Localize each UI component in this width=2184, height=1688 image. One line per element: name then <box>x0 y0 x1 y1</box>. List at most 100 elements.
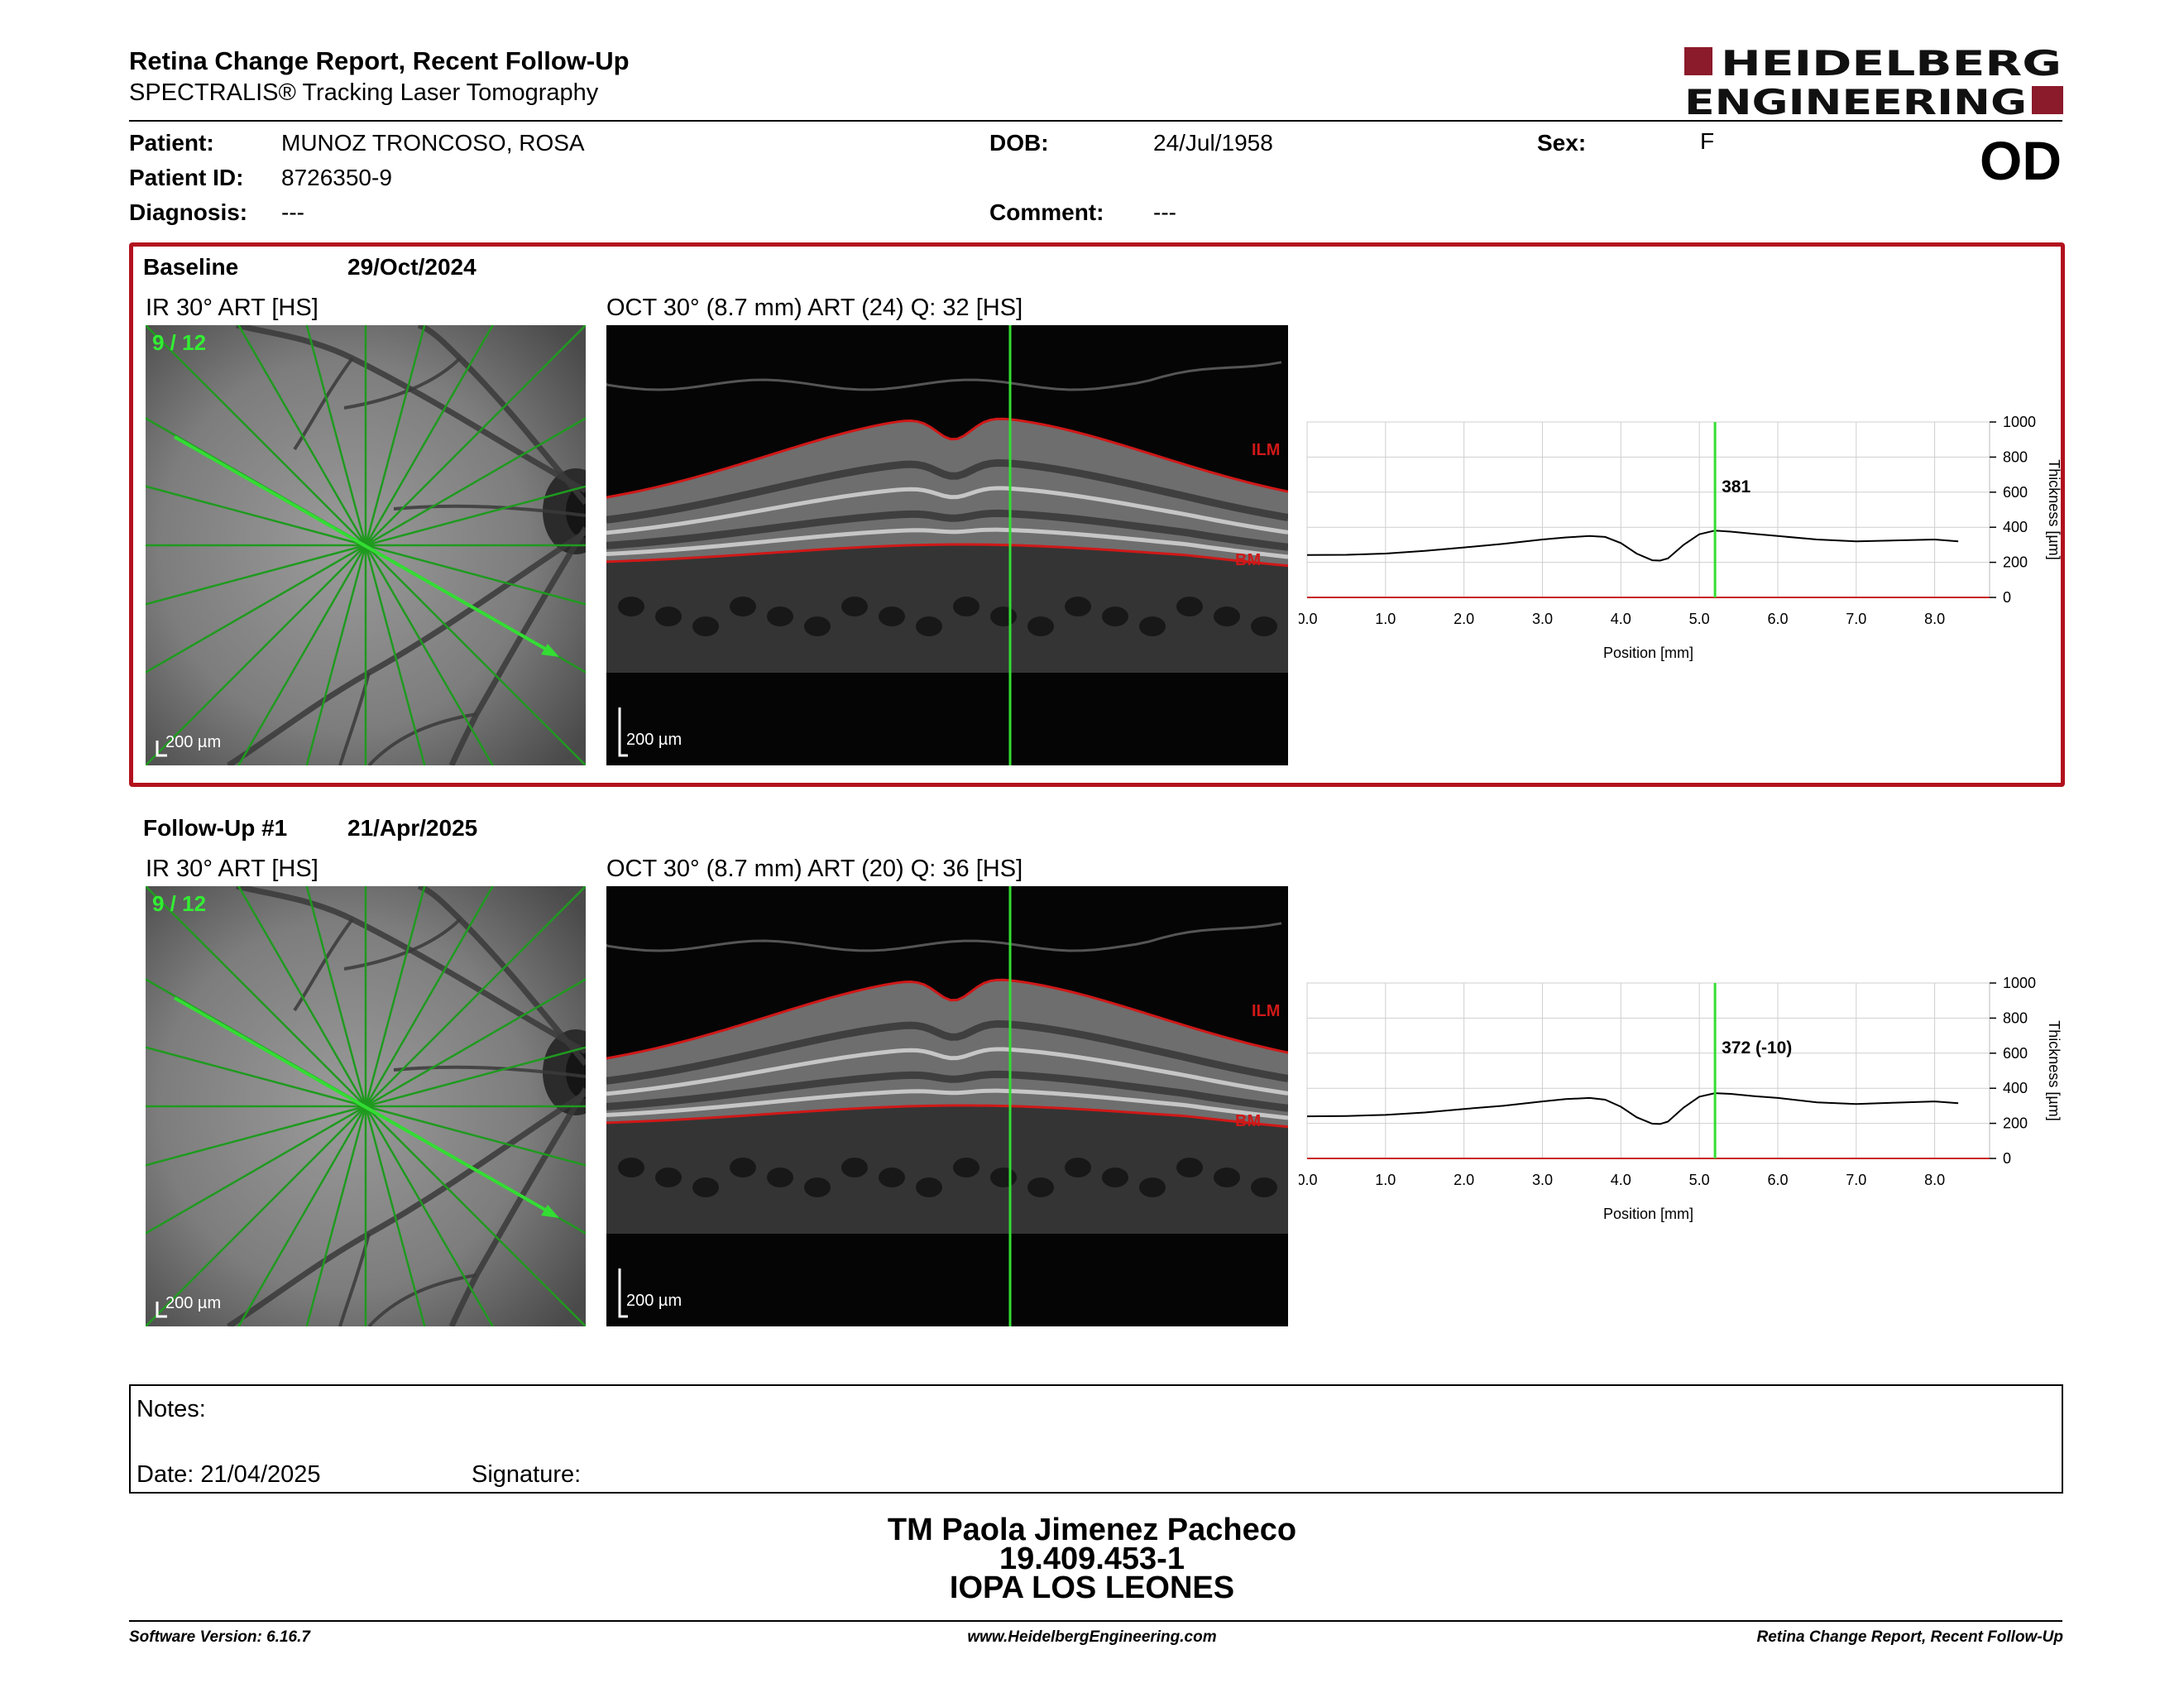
notes-date: Date: 21/04/2025 <box>136 1461 321 1488</box>
diagnosis-value: --- <box>281 199 304 225</box>
sex-label: Sex: <box>1537 130 1587 156</box>
baseline-ir-label: IR 30° ART [HS] <box>146 295 318 321</box>
dob-value: 24/Jul/1958 <box>1153 130 1273 156</box>
bm-line <box>606 543 1288 568</box>
scan-arrow-head <box>541 644 559 657</box>
y-tick-label: 0 <box>2003 1150 2011 1167</box>
baseline-section-frame <box>129 242 2065 787</box>
signatory-name: TM Paola Jimenez Pacheco <box>887 1513 1297 1547</box>
x-tick-label: 5.0 <box>1689 611 1710 627</box>
scale-bar <box>618 707 628 757</box>
choroidal-vessel <box>655 607 682 626</box>
choroidal-vessel <box>990 607 1017 626</box>
baseline-oct-image[interactable]: ILM BM 200 µm <box>606 325 1288 765</box>
selected-scan-line <box>174 435 552 654</box>
retinal-vessel <box>367 712 477 765</box>
y-axis-label: Thickness [µm] <box>2046 459 2062 559</box>
choroidal-vessel <box>879 1168 905 1187</box>
followup-oct-label: OCT 30° (8.7 mm) ART (20) Q: 36 [HS] <box>606 856 1023 882</box>
y-tick-label: 400 <box>2003 519 2028 535</box>
patient-id-label: Patient ID: <box>129 165 244 190</box>
logo-line1: HEIDELBERG <box>1721 45 2062 84</box>
x-axis-label: Position [mm] <box>1603 645 1693 661</box>
retinal-layer-band <box>606 486 1288 535</box>
y-tick-label: 400 <box>2003 1080 2028 1096</box>
dob-label: DOB: <box>989 130 1049 156</box>
baseline-date: 29/Oct/2024 <box>347 254 477 280</box>
heidelberg-logo: HEIDELBERG ENGINEERING <box>1684 43 2063 122</box>
choroidal-vessel <box>841 1158 868 1177</box>
x-tick-label: 2.0 <box>1454 1172 1474 1188</box>
choroidal-vessel <box>1102 1168 1128 1187</box>
diagnosis-label: Diagnosis: <box>129 199 248 225</box>
notes-box[interactable]: Notes: Date: 21/04/2025 Signature: <box>129 1384 2063 1494</box>
retinal-layer-band <box>606 1020 1288 1085</box>
retinal-vessel <box>227 1091 586 1326</box>
sex-value: F <box>1700 128 1715 154</box>
scan-index: 9 / 12 <box>152 891 206 916</box>
followup-ir-image[interactable]: 9 / 12 200 µm <box>146 886 586 1326</box>
retinal-layer-band <box>606 459 1288 524</box>
choroidal-vessel <box>730 1158 756 1177</box>
retinal-layer-band <box>606 1047 1288 1096</box>
ilm-line <box>606 417 1288 499</box>
notes-label: Notes: <box>136 1396 206 1422</box>
scale-bar <box>618 1268 628 1318</box>
y-tick-label: 1000 <box>2003 414 2036 430</box>
website-link[interactable]: www.HeidelbergEngineering.com <box>967 1628 1217 1646</box>
choroidal-vessel <box>841 597 868 616</box>
x-tick-label: 6.0 <box>1767 1172 1788 1188</box>
x-tick-label: 4.0 <box>1611 1172 1631 1188</box>
plot-area <box>1306 421 1990 598</box>
comment-label: Comment: <box>989 199 1104 225</box>
choroidal-vessel <box>953 597 979 616</box>
report-title: Retina Change Report, Recent Follow-Up <box>129 46 630 75</box>
retinal-vessel <box>417 325 586 506</box>
choroidal-vessel <box>1065 597 1091 616</box>
x-tick-label: 2.0 <box>1454 611 1474 627</box>
scale-label: 200 µm <box>626 731 682 749</box>
vitreous-membrane <box>606 361 1282 391</box>
selected-scan-line <box>174 996 552 1215</box>
choroidal-vessel <box>916 616 942 636</box>
choroidal-vessel <box>1176 597 1203 616</box>
marker-value: 372 (-10) <box>1722 1038 1792 1057</box>
x-tick-label: 4.0 <box>1611 611 1631 627</box>
choroidal-vessel <box>916 1177 942 1197</box>
scan-arrow-head <box>541 1205 559 1218</box>
y-tick-label: 1000 <box>2003 975 2036 991</box>
choroidal-vessel <box>1102 607 1128 626</box>
choroidal-vessel <box>692 616 719 636</box>
ilm-label: ILM <box>1252 441 1280 459</box>
notes-signature-label: Signature: <box>472 1461 582 1488</box>
followup-oct-image[interactable]: ILM BM 200 µm <box>606 886 1288 1326</box>
retinal-vessel <box>393 504 586 517</box>
scan-index: 9 / 12 <box>152 330 206 355</box>
comment-value: --- <box>1153 199 1176 225</box>
logo-line2: ENGINEERING <box>1684 82 2027 117</box>
footer-divider <box>129 1620 2062 1622</box>
choroidal-vessel <box>767 1168 793 1187</box>
retinal-layer-band <box>606 1088 1288 1120</box>
y-tick-label: 0 <box>2003 589 2011 606</box>
plot-area <box>1306 982 1990 1159</box>
followup-thickness-chart: 0 200 400 600 800 1000 0.0 1.0 2.0 3.0 4.0 5.0 6.0 7.… <box>1299 975 2062 1222</box>
x-tick-label: 5.0 <box>1689 1172 1710 1188</box>
baseline-ir-image[interactable]: 9 / 12 200 µm <box>146 325 586 765</box>
choroidal-vessel <box>1027 1177 1054 1197</box>
ilm-line <box>606 978 1288 1060</box>
retinal-vessel <box>393 1065 586 1078</box>
followup-ir-label: IR 30° ART [HS] <box>146 856 318 882</box>
choroidal-vessel <box>767 607 793 626</box>
retinal-vessel <box>448 1087 586 1326</box>
vitreous-membrane <box>606 922 1282 952</box>
retinal-vessel <box>236 325 586 494</box>
header-divider <box>129 120 2062 122</box>
retinal-vessel <box>236 886 586 1055</box>
retinal-vessel <box>293 918 354 1012</box>
x-tick-label: 3.0 <box>1532 611 1553 627</box>
x-tick-label: 1.0 <box>1375 611 1396 627</box>
choroidal-vessel <box>1214 1168 1240 1187</box>
retinal-vessel <box>417 886 586 1067</box>
retinal-vessel <box>343 918 462 971</box>
